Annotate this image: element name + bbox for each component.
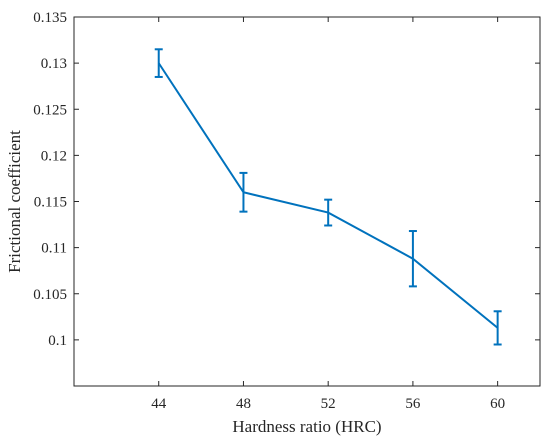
y-tick-label: 0.115 [34, 195, 67, 211]
plot-box [73, 16, 541, 387]
x-tick-label: 44 [151, 396, 167, 412]
x-tick-label: 48 [236, 396, 251, 412]
y-tick-label: 0.105 [33, 287, 67, 303]
x-axis: 44 48 52 56 60 [151, 17, 505, 412]
series-line [157, 62, 499, 329]
y-tick-label: 0.12 [41, 148, 67, 164]
y-tick-label: 0.11 [41, 241, 67, 257]
y-tick-label: 0.1 [48, 333, 67, 349]
series-layer [154, 48, 502, 346]
error-bar [154, 48, 163, 78]
x-tick-label: 56 [405, 396, 421, 412]
x-tick-label: 60 [490, 396, 505, 412]
y-tick-label: 0.135 [33, 10, 67, 26]
y-tick-label: 0.125 [33, 102, 67, 118]
error-bar [324, 198, 333, 227]
error-bar [408, 230, 417, 288]
y-tick-label: 0.13 [41, 56, 67, 72]
x-tick-label: 52 [321, 396, 336, 412]
x-axis-title: Hardness ratio (HRC) [232, 417, 381, 436]
plot-frame [73, 16, 541, 387]
y-axis-title: Frictional coefficient [5, 130, 24, 273]
error-bar [239, 171, 248, 213]
y-axis: 0.1 0.105 0.11 0.115 0.12 0.125 0.13 0.135 [33, 10, 540, 349]
error-bar [493, 310, 502, 346]
